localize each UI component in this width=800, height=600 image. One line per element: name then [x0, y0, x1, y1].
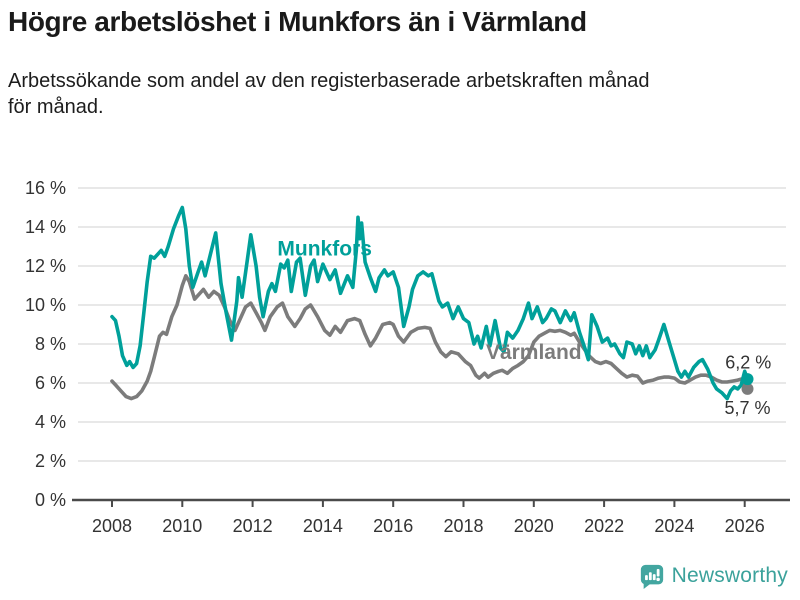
- x-axis-tick-label-2026: 2026: [725, 516, 765, 536]
- y-axis-tick-label-10: 10 %: [25, 295, 66, 315]
- series-label-munkfors: Munkfors: [277, 237, 372, 260]
- y-axis-tick-label-4: 4 %: [35, 412, 66, 432]
- end-dot-munkfors: [741, 373, 754, 386]
- series-line-munkfors: [110, 205, 750, 401]
- x-axis-tick-label-2024: 2024: [654, 516, 694, 536]
- subtitle-line-2: för månad.: [8, 96, 104, 119]
- end-dot-vrmland: [741, 382, 754, 395]
- y-axis-tick-label-14: 14 %: [25, 217, 66, 237]
- page-title: Högre arbetslöshet i Munkfors än i Värml…: [8, 6, 587, 37]
- brand-name: Newsworthy: [671, 564, 788, 587]
- x-axis-tick-label-2014: 2014: [303, 516, 343, 536]
- y-axis-tick-label-2: 2 %: [35, 451, 66, 471]
- subtitle-line-1: Arbetssökande som andel av den registerb…: [8, 70, 650, 92]
- newsworthy-logo-icon: [640, 564, 663, 589]
- end-value-label-munkfors: 6,2 %: [725, 353, 771, 373]
- series-line-vrmland: [110, 274, 750, 401]
- x-axis-tick-label-2022: 2022: [584, 516, 624, 536]
- x-axis-tick-label-2020: 2020: [514, 516, 554, 536]
- y-axis-tick-label-6: 6 %: [35, 373, 66, 393]
- x-axis-tick-label-2010: 2010: [162, 516, 202, 536]
- y-axis-tick-label-12: 12 %: [25, 256, 66, 276]
- y-axis-tick-label-16: 16 %: [25, 178, 66, 198]
- page-subtitle: Arbetssökande som andel av den registerb…: [8, 68, 792, 121]
- newsworthy-branding: Newsworthy: [639, 562, 788, 590]
- x-axis-tick-label-2018: 2018: [443, 516, 483, 536]
- logo-bar-chart-glyph: [644, 569, 660, 582]
- y-axis-tick-label-0: 0 %: [35, 490, 66, 510]
- series-label-vrmland: Värmland: [486, 341, 582, 364]
- x-axis-tick-label-2016: 2016: [373, 516, 413, 536]
- x-axis-tick-label-2012: 2012: [233, 516, 273, 536]
- y-axis-tick-label-8: 8 %: [35, 334, 66, 354]
- end-value-label-vrmland: 5,7 %: [724, 398, 770, 418]
- x-axis-tick-label-2008: 2008: [92, 516, 132, 536]
